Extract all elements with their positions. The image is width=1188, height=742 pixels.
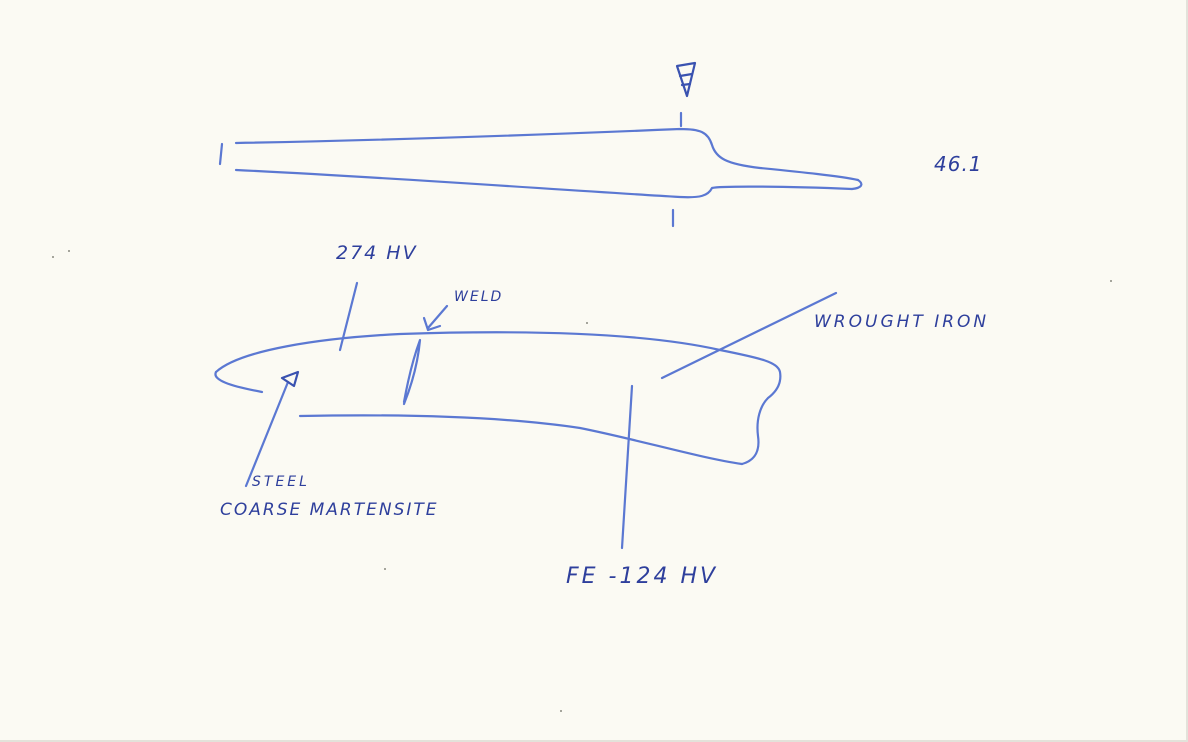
weld-seam <box>402 338 422 406</box>
leader-lines <box>244 281 838 550</box>
paper-speck <box>1110 280 1112 282</box>
section-lower-edge <box>298 414 744 466</box>
paper-speck <box>68 250 70 252</box>
iron-hardness-label: FE -124 HV <box>566 564 719 589</box>
microstructure-label: COARSE MARTENSITE <box>220 500 439 520</box>
wrought-iron-label: WROUGHT IRON <box>814 312 990 332</box>
knife-outline <box>218 111 863 228</box>
arrowhead-steel <box>280 370 300 388</box>
leader-wrought-iron <box>660 291 838 380</box>
hardness-label-steel: 274 HV <box>336 242 418 264</box>
leader-weld <box>426 304 449 330</box>
reference-number: 46.1 <box>934 152 983 176</box>
steel-label: STEEL <box>252 474 310 490</box>
section-outline <box>214 331 782 466</box>
paper-speck <box>52 256 54 258</box>
knife-tip-mark <box>218 142 224 166</box>
paper-speck <box>586 322 588 324</box>
knife-tang-end <box>850 178 863 191</box>
cross-section-icon <box>675 61 697 98</box>
leader-steel <box>244 380 290 488</box>
section-tip <box>214 370 264 394</box>
arrowhead-weld <box>422 316 442 332</box>
knife-back-edge <box>234 127 860 182</box>
leader-fe <box>620 384 634 550</box>
paper-speck <box>560 710 562 712</box>
knife-cutting-edge <box>234 168 854 199</box>
section-upper-edge <box>214 331 782 466</box>
leader-hv274 <box>338 281 359 352</box>
weld-label: WELD <box>454 289 504 305</box>
paper-speck <box>384 568 386 570</box>
